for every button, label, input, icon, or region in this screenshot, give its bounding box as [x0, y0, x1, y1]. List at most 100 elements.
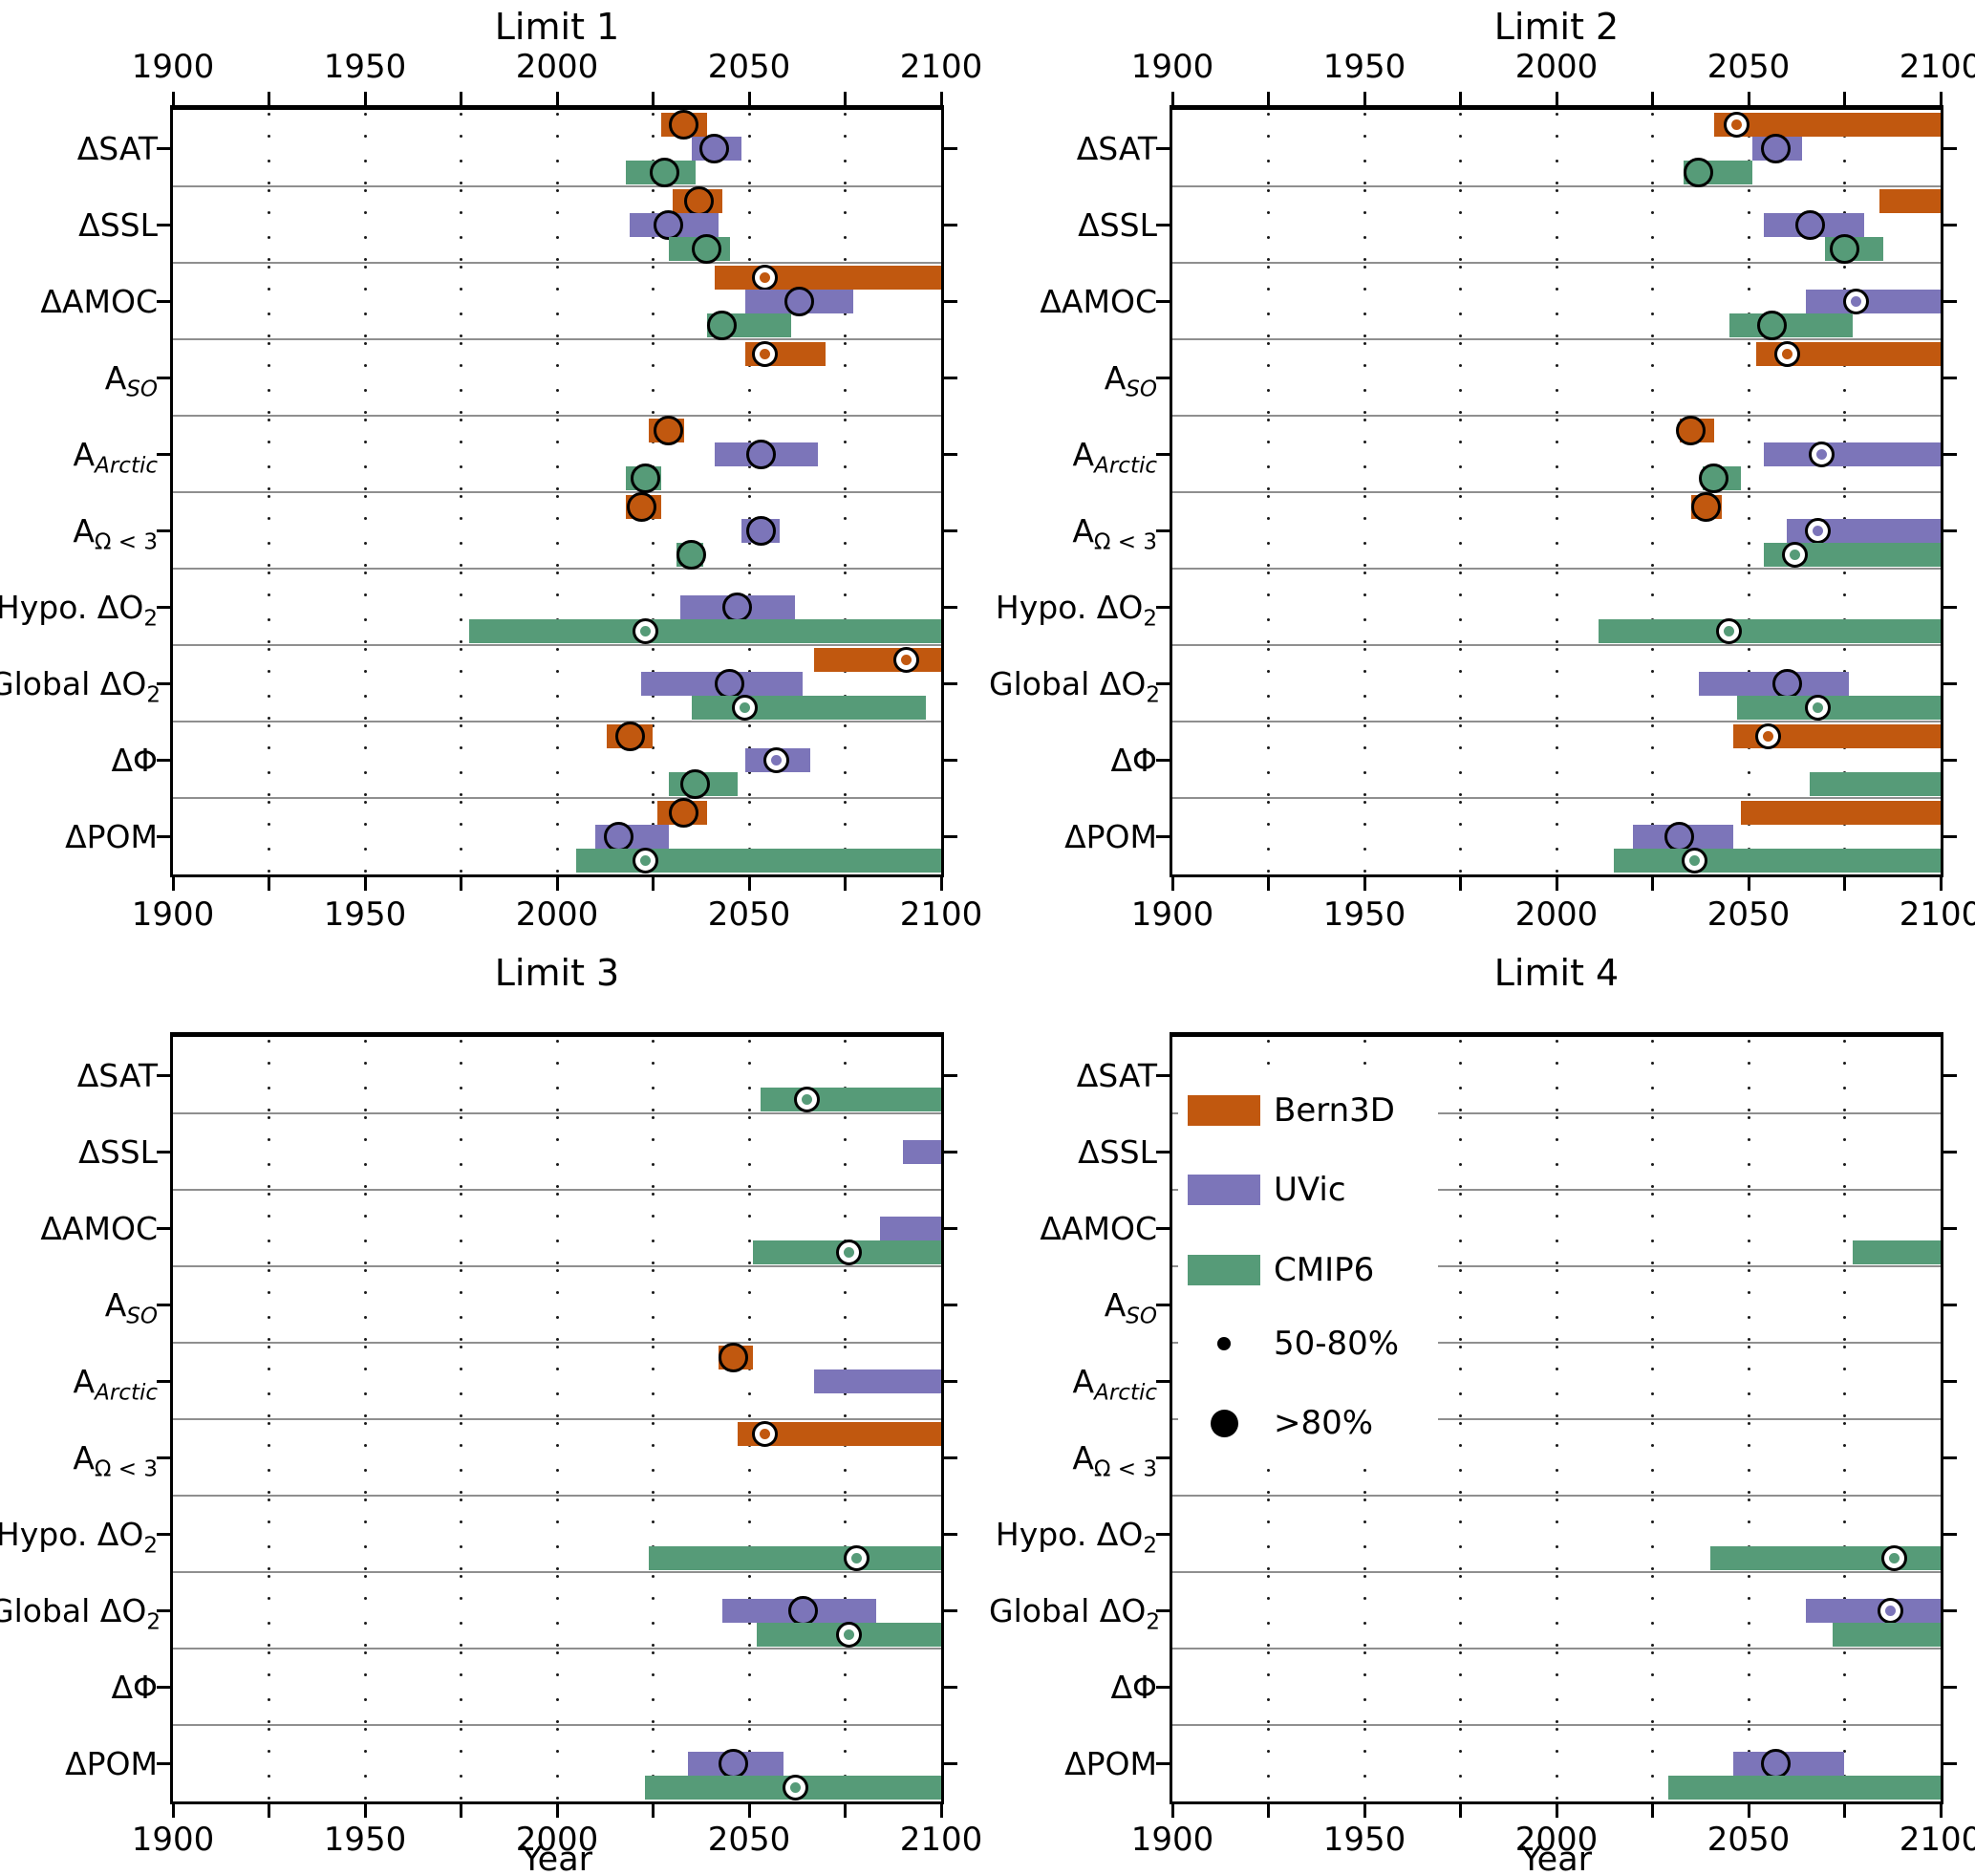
grid-dot [363, 287, 367, 291]
grid-dot [1267, 341, 1270, 345]
grid-dot [1555, 1421, 1558, 1425]
x-tick-top [652, 92, 655, 105]
grid-dot [747, 792, 751, 796]
grid-dot [844, 159, 847, 162]
grid-dot [1555, 257, 1558, 261]
grid-dot [1843, 486, 1846, 490]
x-tick-bottom [1555, 877, 1558, 891]
grid-dot [1459, 694, 1462, 698]
grid-dot [844, 1039, 847, 1043]
grid-dot [363, 494, 367, 498]
grid-dot [1651, 1108, 1654, 1111]
grid-dot [844, 235, 847, 239]
grid-dot [555, 745, 559, 749]
grid-dot [1843, 1498, 1846, 1501]
grid-dot [555, 363, 559, 367]
grid-dot [555, 571, 559, 574]
grid-dot [555, 1214, 559, 1218]
y-tick-right [1943, 1532, 1957, 1536]
grid-dot [1459, 1643, 1462, 1647]
grid-dot [460, 1574, 462, 1578]
grid-dot [1843, 1315, 1846, 1319]
grid-dot [844, 1498, 847, 1501]
grid-dot [1843, 1115, 1846, 1119]
grid-dot [268, 235, 270, 239]
grid-dot [555, 440, 559, 443]
grid-dot [268, 1544, 270, 1548]
grid-dot [363, 669, 367, 673]
grid-dot [460, 1192, 462, 1196]
grid-dot [1363, 341, 1366, 345]
grid-dot [1651, 516, 1654, 520]
grid-dot [747, 1337, 751, 1341]
grid-dot [844, 1490, 847, 1494]
grid-dot [363, 1596, 367, 1600]
grid-dot [1843, 418, 1846, 421]
grid-dot [844, 181, 847, 184]
x-tick-bottom [1747, 877, 1750, 891]
grid-dot [555, 486, 559, 490]
grid-dot [1363, 716, 1366, 720]
grid-dot [1363, 112, 1366, 116]
grid-dot [1459, 639, 1462, 643]
grid-dot [1555, 1796, 1558, 1800]
grid-dot [652, 1239, 655, 1242]
grid-dot [844, 571, 847, 574]
grid-dot [1555, 388, 1558, 392]
marker-gt80-cmip6 [680, 768, 711, 799]
grid-dot [1747, 1086, 1750, 1089]
grid-dot [1555, 1345, 1558, 1348]
grid-dot [1843, 1039, 1846, 1043]
grid-dot [1747, 563, 1750, 567]
y-tick-right [944, 834, 957, 838]
band-divider [1172, 185, 1941, 187]
grid-dot [1651, 1137, 1654, 1141]
grid-dot [844, 341, 847, 345]
y-category-label: ΔAMOC [1040, 283, 1157, 320]
grid-dot [1267, 1719, 1270, 1723]
grid-dot [1747, 792, 1750, 796]
grid-dot [1651, 571, 1654, 574]
grid-dot [1843, 1468, 1846, 1472]
grid-dot [1363, 134, 1366, 138]
grid-dot [652, 1643, 655, 1647]
y-category-label: ΔSSL [1078, 206, 1157, 244]
grid-dot [1363, 388, 1366, 392]
x-tick-label-bottom: 2100 [899, 895, 983, 934]
grid-dot [1459, 1697, 1462, 1701]
grid-dot [1651, 1643, 1654, 1647]
grid-dot [652, 541, 655, 545]
grid-dot [747, 1137, 751, 1141]
grid-dot [460, 188, 462, 192]
grid-dot [652, 1108, 655, 1111]
grid-dot [1651, 1621, 1654, 1625]
grid-dot [1651, 235, 1654, 239]
grid-dot [1555, 188, 1558, 192]
grid-dot [268, 265, 270, 269]
grid-dot [555, 388, 559, 392]
grid-dot [747, 516, 751, 520]
grid-dot [652, 1115, 655, 1119]
y-tick-left [1156, 681, 1170, 685]
grid-dot [268, 1290, 270, 1294]
grid-dot [1651, 770, 1654, 774]
grid-dot [1747, 1443, 1750, 1447]
grid-dot [844, 770, 847, 774]
y-tick-right [944, 146, 957, 150]
grid-dot [1267, 287, 1270, 291]
grid-dot [460, 1796, 462, 1800]
grid-dot [555, 694, 559, 698]
x-tick-label-bottom: 2050 [707, 895, 791, 934]
x-tick-bottom [747, 1804, 751, 1818]
grid-dot [1459, 1574, 1462, 1578]
grid-dot [460, 1115, 462, 1119]
y-tick-right [1943, 1685, 1957, 1689]
y-tick-right [1943, 1379, 1957, 1383]
legend-label-50-80: 50-80% [1274, 1325, 1400, 1363]
x-tick-top [171, 92, 175, 105]
grid-dot [1267, 464, 1270, 468]
grid-dot [1843, 1520, 1846, 1523]
grid-dot [268, 1621, 270, 1625]
grid-dot [1555, 1108, 1558, 1111]
grid-dot [268, 541, 270, 545]
